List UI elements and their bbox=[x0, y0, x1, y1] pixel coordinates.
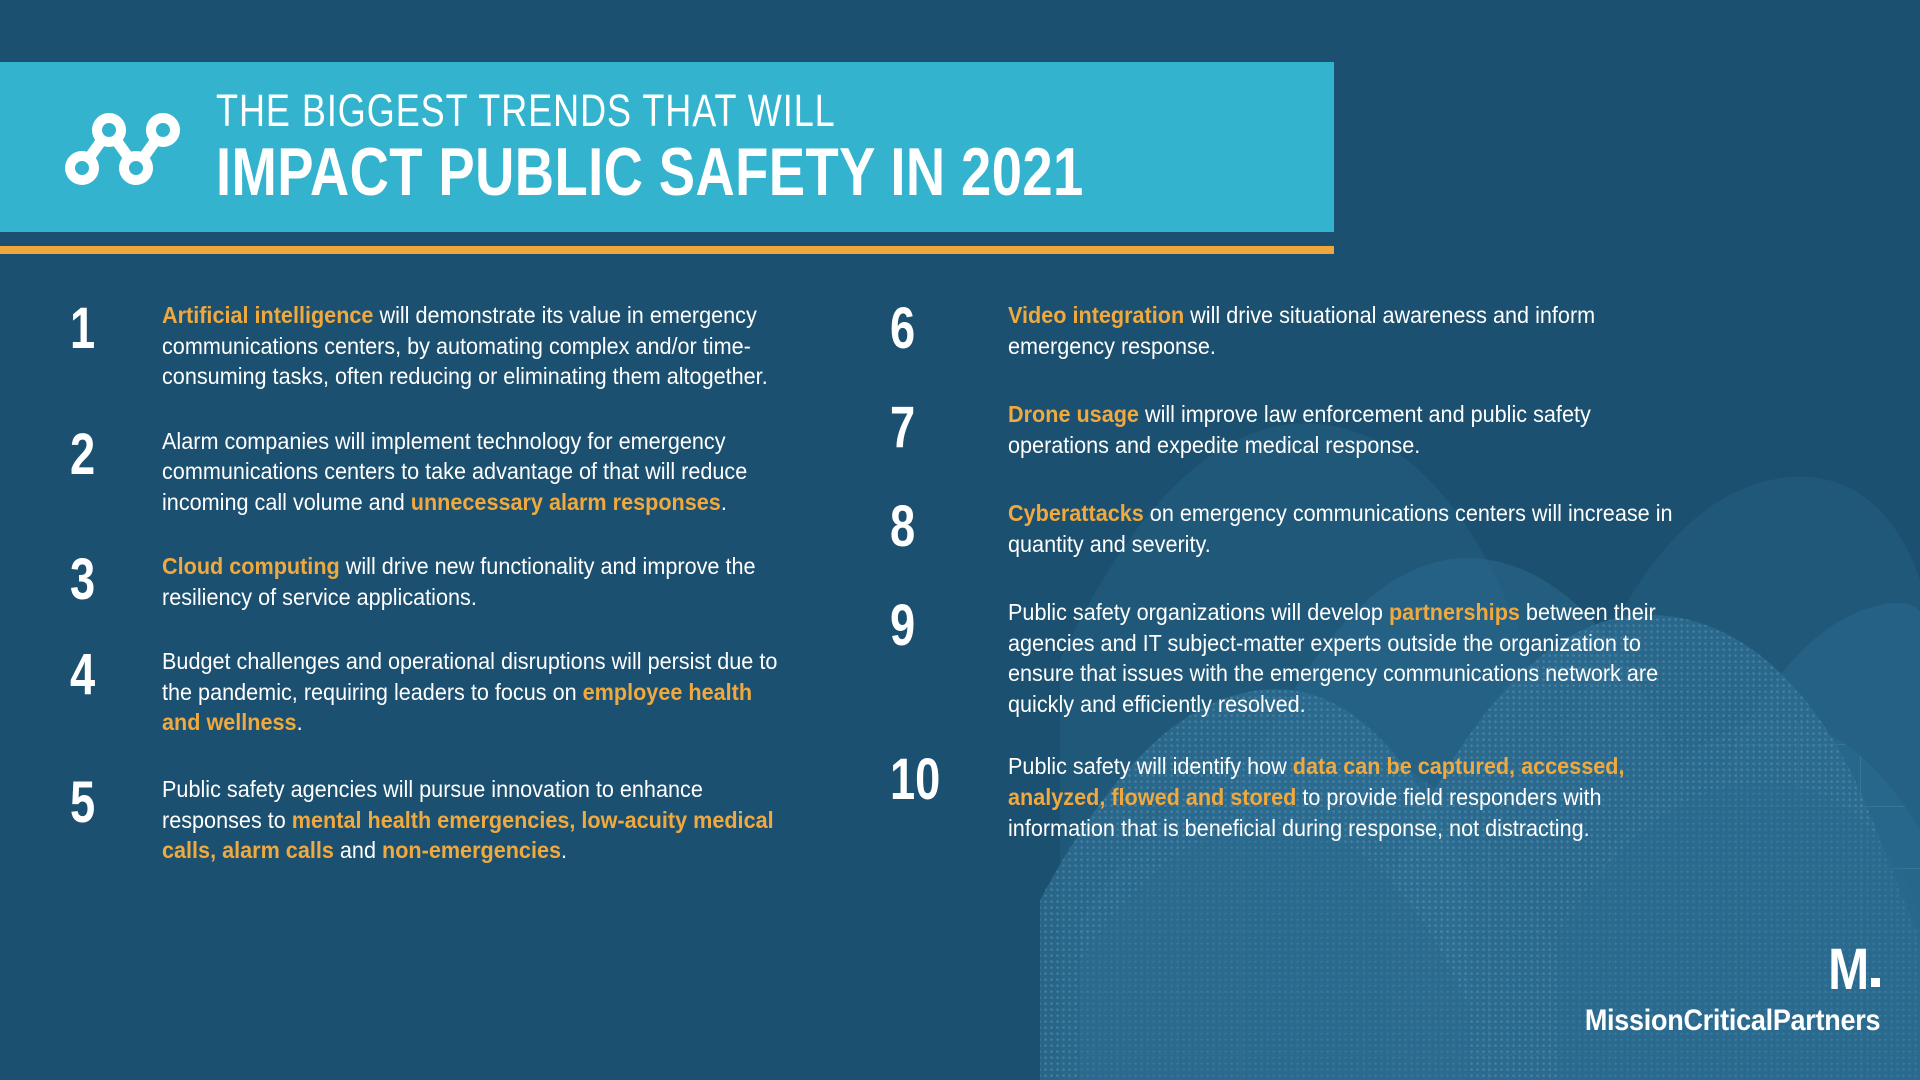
body-phrase: Public safety agencies will pursue innov… bbox=[162, 776, 703, 833]
list-item: 3 Cloud computing will drive new functio… bbox=[70, 551, 890, 612]
item-text: Public safety organizations will develop… bbox=[1008, 597, 1689, 719]
body-phrase: between their agencies and IT subject-ma… bbox=[1008, 599, 1659, 717]
item-text: Artificial intelligence will demonstrate… bbox=[162, 300, 788, 392]
item-text: Budget challenges and operational disrup… bbox=[162, 646, 788, 738]
highlighted-phrase: employee health and wellness bbox=[162, 678, 753, 736]
highlighted-phrase: unnecessary alarm responses bbox=[410, 488, 721, 515]
body-phrase: Alarm companies will implement technolog… bbox=[162, 427, 748, 515]
highlighted-phrase: Drone usage bbox=[1008, 401, 1139, 428]
item-number: 10 bbox=[890, 747, 941, 813]
line-chart-zigzag-icon bbox=[65, 113, 180, 185]
item-number: 1 bbox=[70, 296, 96, 361]
hill-silhouette-right bbox=[1560, 782, 1920, 1080]
list-item: 1 Artificial intelligence will demonstra… bbox=[70, 296, 890, 392]
list-item: 8 Cyberattacks on emergency communicatio… bbox=[890, 494, 1920, 560]
item-number: 8 bbox=[890, 494, 916, 560]
logo-mark-row: M bbox=[1552, 936, 1880, 1002]
list-item: 5 Public safety agencies will pursue inn… bbox=[70, 770, 890, 866]
title-line-1: THE BIGGEST TRENDS THAT WILL bbox=[216, 84, 836, 136]
trends-list: 1 Artificial intelligence will demonstra… bbox=[0, 296, 1920, 940]
logo-dot-icon bbox=[1871, 977, 1880, 987]
body-phrase: Budget challenges and operational disrup… bbox=[162, 648, 778, 705]
highlighted-phrase: Artificial intelligence bbox=[162, 302, 374, 328]
body-phrase: will demonstrate its value in emergency … bbox=[162, 302, 768, 390]
logo-wordmark: MissionCriticalPartners bbox=[1584, 1004, 1881, 1037]
body-phrase: and bbox=[333, 837, 382, 864]
list-item: 2 Alarm companies will implement technol… bbox=[70, 421, 890, 518]
body-phrase: will drive new functionality and improve… bbox=[162, 553, 756, 610]
item-text: Public safety will identify how data can… bbox=[1008, 751, 1689, 843]
company-logo: M MissionCriticalPartners bbox=[1552, 936, 1881, 1038]
body-phrase: Public safety will identify how bbox=[1008, 753, 1293, 780]
right-column: 6 Video integration will drive situation… bbox=[890, 296, 1920, 940]
highlighted-phrase: partnerships bbox=[1388, 599, 1520, 626]
highlighted-phrase: Video integration bbox=[1008, 302, 1185, 328]
body-phrase: will improve law enforcement and public … bbox=[1008, 401, 1591, 458]
body-phrase: . bbox=[296, 709, 303, 736]
item-number: 4 bbox=[70, 642, 96, 708]
item-number: 3 bbox=[70, 547, 96, 613]
body-phrase: . bbox=[561, 837, 568, 864]
logo-mark-letter: M bbox=[1827, 936, 1869, 1002]
body-phrase: to provide field responders with informa… bbox=[1008, 784, 1602, 841]
item-number: 6 bbox=[890, 296, 916, 361]
item-text: Alarm companies will implement technolog… bbox=[162, 426, 788, 518]
header-banner: THE BIGGEST TRENDS THAT WILL IMPACT PUBL… bbox=[0, 62, 1334, 232]
highlighted-phrase: Cyberattacks bbox=[1008, 500, 1144, 527]
item-text: Public safety agencies will pursue innov… bbox=[162, 774, 788, 866]
body-phrase: on emergency communications centers will… bbox=[1008, 500, 1673, 557]
highlighted-phrase: Cloud computing bbox=[162, 553, 340, 580]
left-column: 1 Artificial intelligence will demonstra… bbox=[0, 296, 890, 940]
highlighted-phrase: non-emergencies bbox=[381, 837, 562, 864]
hill-silhouette-front bbox=[1080, 823, 1470, 1080]
body-phrase: . bbox=[720, 488, 727, 515]
list-item: 7 Drone usage will improve law enforceme… bbox=[890, 395, 1920, 461]
item-number: 5 bbox=[70, 770, 96, 836]
item-text: Video integration will drive situational… bbox=[1008, 300, 1689, 361]
list-item: 4 Budget challenges and operational disr… bbox=[70, 646, 890, 738]
item-text: Cloud computing will drive new functiona… bbox=[162, 551, 788, 612]
list-item: 9 Public safety organizations will devel… bbox=[890, 597, 1920, 719]
highlighted-phrase: data can be captured, accessed, analyzed… bbox=[1008, 753, 1625, 811]
body-phrase: Public safety organizations will develop bbox=[1008, 599, 1389, 626]
banner-underline bbox=[0, 246, 1334, 254]
item-text: Cyberattacks on emergency communications… bbox=[1008, 498, 1689, 559]
item-number: 9 bbox=[890, 593, 916, 659]
highlighted-phrase: mental health emergencies, low-acuity me… bbox=[162, 806, 774, 864]
item-text: Drone usage will improve law enforcement… bbox=[1008, 399, 1689, 460]
item-number: 2 bbox=[70, 421, 96, 487]
list-item: 6 Video integration will drive situation… bbox=[890, 296, 1920, 361]
body-phrase: will drive situational awareness and inf… bbox=[1008, 302, 1596, 359]
list-item: 10 Public safety will identify how data … bbox=[890, 751, 1920, 843]
title-line-2: IMPACT PUBLIC SAFETY IN 2021 bbox=[216, 134, 1084, 211]
item-number: 7 bbox=[890, 395, 916, 461]
